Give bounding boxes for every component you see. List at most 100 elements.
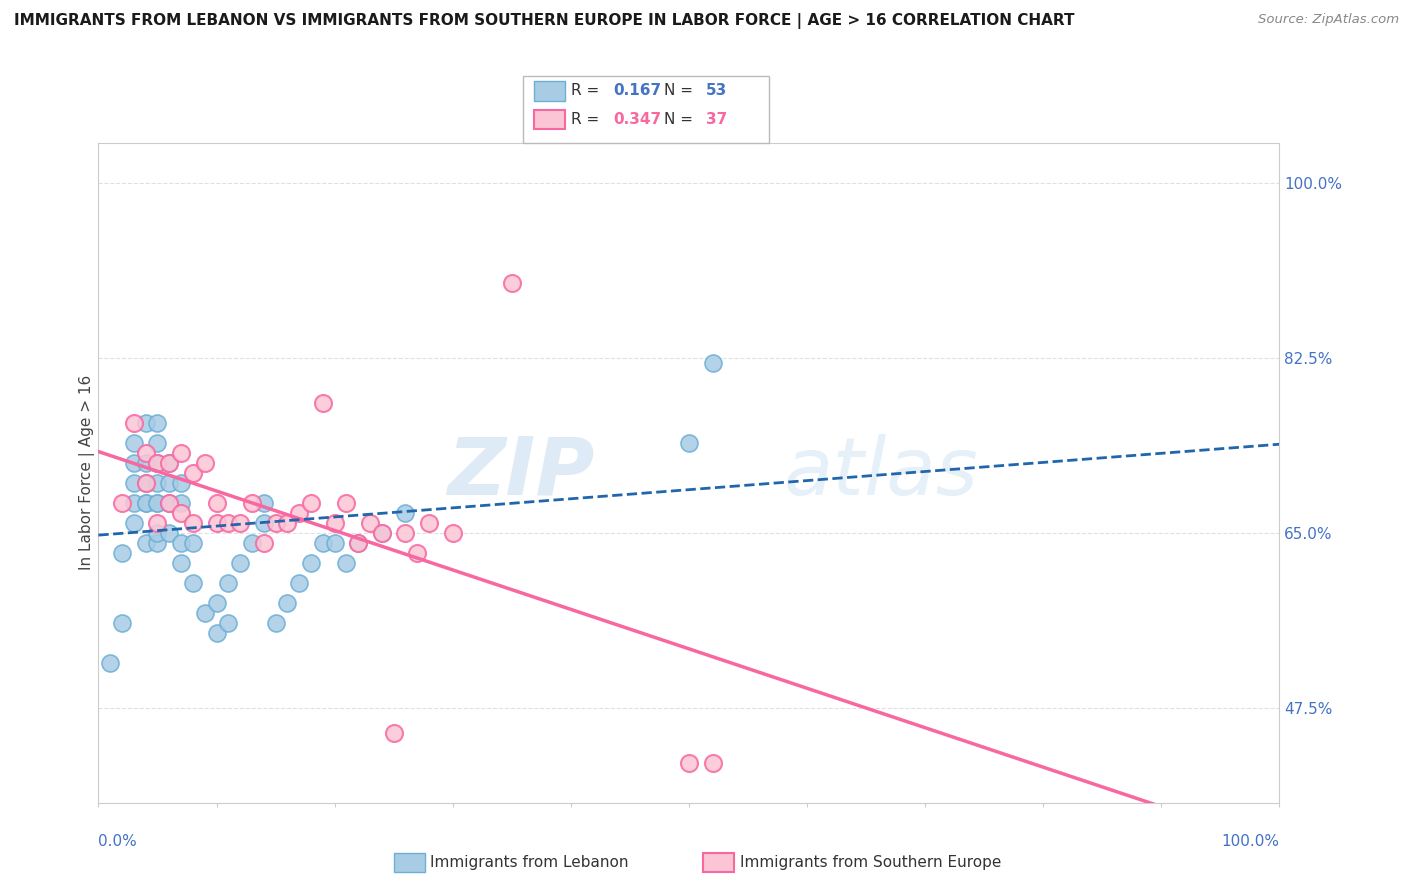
Point (170, 506, 193, 520)
Point (299, 556, 322, 570)
Point (111, 546, 134, 560)
Point (122, 456, 145, 470)
Point (288, 506, 311, 520)
Point (194, 606, 217, 620)
Point (312, 535, 335, 549)
Point (111, 615, 134, 630)
Point (146, 535, 169, 549)
Point (702, 356, 724, 370)
Text: 53: 53 (706, 84, 727, 98)
Point (135, 496, 157, 510)
Point (146, 416, 169, 430)
Point (394, 525, 416, 540)
Point (229, 516, 252, 530)
Point (122, 416, 145, 430)
Point (347, 535, 370, 549)
Point (240, 496, 263, 510)
Point (98, 656, 121, 670)
Point (205, 596, 228, 610)
Point (276, 516, 298, 530)
Point (181, 535, 204, 549)
Point (264, 615, 287, 630)
Point (135, 446, 157, 460)
Point (501, 276, 523, 290)
Point (146, 516, 169, 530)
Text: 0.347: 0.347 (613, 112, 661, 127)
Point (122, 516, 145, 530)
Point (170, 535, 193, 549)
Point (240, 535, 263, 549)
Point (146, 475, 169, 490)
Point (157, 456, 180, 470)
Point (418, 516, 440, 530)
Point (406, 546, 429, 560)
Point (205, 625, 228, 640)
Point (335, 496, 357, 510)
Point (217, 615, 239, 630)
Point (441, 525, 464, 540)
Point (382, 726, 405, 740)
Point (157, 496, 180, 510)
Text: N =: N = (664, 84, 697, 98)
Point (323, 516, 346, 530)
Point (253, 516, 276, 530)
Point (157, 456, 180, 470)
Point (181, 466, 204, 480)
Point (135, 475, 157, 490)
Point (170, 446, 193, 460)
Text: N =: N = (664, 112, 697, 127)
Point (205, 496, 228, 510)
Text: Immigrants from Southern Europe: Immigrants from Southern Europe (740, 855, 1001, 870)
Point (146, 496, 169, 510)
Point (146, 435, 169, 450)
Point (157, 496, 180, 510)
Point (229, 556, 252, 570)
Point (146, 496, 169, 510)
Point (122, 475, 145, 490)
Point (146, 456, 169, 470)
Text: R =: R = (571, 112, 605, 127)
Point (135, 475, 157, 490)
Point (253, 535, 276, 549)
Point (276, 596, 298, 610)
Point (170, 496, 193, 510)
Point (135, 416, 157, 430)
Point (217, 516, 239, 530)
Text: 37: 37 (706, 112, 727, 127)
Point (135, 456, 157, 470)
Text: atlas: atlas (783, 434, 979, 512)
Point (347, 535, 370, 549)
Text: R =: R = (571, 84, 605, 98)
Point (122, 496, 145, 510)
Point (394, 506, 416, 520)
Point (122, 435, 145, 450)
Point (194, 456, 217, 470)
Point (323, 535, 346, 549)
Point (264, 516, 287, 530)
Point (335, 556, 357, 570)
Point (702, 756, 724, 770)
Point (371, 525, 394, 540)
Point (359, 516, 381, 530)
Point (299, 496, 322, 510)
Point (181, 516, 204, 530)
Text: IMMIGRANTS FROM LEBANON VS IMMIGRANTS FROM SOUTHERN EUROPE IN LABOR FORCE | AGE : IMMIGRANTS FROM LEBANON VS IMMIGRANTS FR… (14, 13, 1074, 29)
Point (157, 525, 180, 540)
Point (253, 496, 276, 510)
Text: Immigrants from Lebanon: Immigrants from Lebanon (430, 855, 628, 870)
Point (170, 556, 193, 570)
Text: 0.167: 0.167 (613, 84, 661, 98)
Text: 0.0%: 0.0% (98, 834, 138, 849)
Point (135, 496, 157, 510)
Point (371, 525, 394, 540)
Text: Source: ZipAtlas.com: Source: ZipAtlas.com (1258, 13, 1399, 27)
Point (111, 496, 134, 510)
Point (146, 456, 169, 470)
Point (135, 535, 157, 549)
Point (170, 475, 193, 490)
Point (678, 756, 700, 770)
Point (157, 475, 180, 490)
Point (181, 575, 204, 590)
Text: ZIP: ZIP (447, 434, 595, 512)
Point (288, 575, 311, 590)
